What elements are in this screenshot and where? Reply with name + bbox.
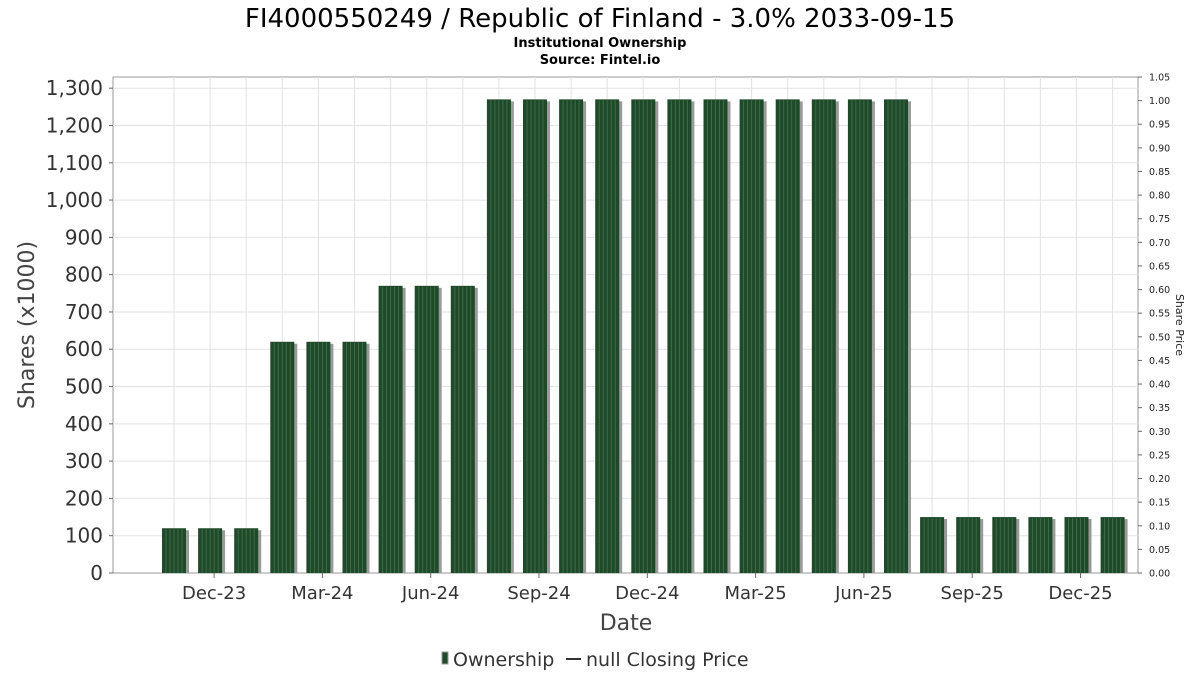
- x-tick-label: Mar-25: [724, 583, 786, 604]
- bar: [595, 99, 623, 573]
- y-tick-label: 900: [65, 225, 103, 249]
- chart-source: Source: Fintel.io: [540, 53, 661, 68]
- right-tick-label: 0.45: [1149, 356, 1170, 367]
- bar: [306, 341, 334, 573]
- right-tick-label: 0.85: [1149, 167, 1170, 178]
- x-tick-label: Sep-24: [507, 583, 570, 604]
- x-tick-label: Jun-24: [401, 583, 460, 604]
- right-tick-label: 0.90: [1149, 143, 1170, 154]
- bar: [631, 99, 659, 573]
- x-axis-ticks: Dec-23 Mar-24 Jun-24 Sep-24 Dec-24 Mar-25 Jun-…: [182, 573, 1113, 604]
- right-tick-label: 0.70: [1149, 238, 1170, 249]
- right-tick-label: 0.65: [1149, 261, 1170, 272]
- legend-swatch-ownership: [441, 651, 449, 665]
- right-tick-label: 0.15: [1149, 498, 1170, 509]
- bar: [342, 341, 370, 573]
- y-tick-label: 800: [65, 263, 103, 287]
- right-tick-label: 0.25: [1149, 450, 1170, 461]
- bar: [523, 99, 550, 573]
- y-tick-label: 1,200: [46, 113, 103, 137]
- x-tick-label: Dec-24: [615, 583, 679, 604]
- y-tick-label: 300: [65, 449, 103, 473]
- bar: [920, 517, 948, 573]
- x-tick-label: Dec-23: [182, 583, 246, 604]
- legend-label-price: null Closing Price: [586, 649, 749, 671]
- bar: [739, 99, 767, 573]
- bar: [884, 99, 911, 573]
- right-tick-label: 0.55: [1149, 309, 1170, 320]
- right-tick-label: 0.50: [1149, 332, 1170, 343]
- right-tick-label: 1.00: [1149, 96, 1170, 107]
- bar: [270, 341, 298, 573]
- right-tick-label: 1.05: [1149, 73, 1170, 84]
- bar: [1064, 517, 1092, 573]
- right-tick-label: 0.20: [1149, 474, 1170, 485]
- right-tick-label: 0.00: [1149, 569, 1170, 580]
- y-axis-label: Shares (x1000): [15, 241, 40, 409]
- bar: [378, 285, 406, 573]
- right-tick-label: 0.30: [1149, 427, 1170, 438]
- bar: [414, 285, 442, 573]
- bar: [956, 517, 984, 573]
- bar: [992, 517, 1020, 573]
- right-tick-label: 0.60: [1149, 285, 1170, 296]
- bars: [162, 99, 1128, 573]
- right-tick-label: 0.10: [1149, 521, 1170, 532]
- right-tick-label: 0.75: [1149, 214, 1170, 225]
- y-tick-label: 600: [65, 337, 103, 361]
- bar: [234, 528, 262, 573]
- x-tick-label: Sep-25: [941, 583, 1004, 604]
- x-tick-label: Dec-25: [1048, 583, 1112, 604]
- bar: [450, 285, 478, 573]
- right-axis-ticks: 0.00 0.05 0.10 0.15 0.20 0.25 0.30 0.35 0.40 0.45…: [1138, 73, 1170, 580]
- chart-subtitle: Institutional Ownership: [514, 36, 687, 51]
- bar: [198, 528, 226, 573]
- bar: [1028, 517, 1056, 573]
- y-tick-label: 400: [65, 412, 103, 436]
- x-tick-label: Mar-24: [291, 583, 353, 604]
- right-tick-label: 0.80: [1149, 191, 1170, 202]
- right-tick-label: 0.05: [1149, 545, 1170, 556]
- chart-title: FI4000550249 / Republic of Finland - 3.0…: [245, 4, 955, 34]
- bar: [1100, 517, 1128, 573]
- y-tick-label: 1,300: [46, 76, 103, 100]
- right-tick-label: 0.95: [1149, 120, 1170, 131]
- legend: Ownership null Closing Price: [441, 649, 749, 671]
- y-tick-label: 0: [90, 561, 103, 585]
- right-tick-label: 0.40: [1149, 380, 1170, 391]
- y-tick-label: 200: [65, 486, 103, 510]
- y-tick-label: 1,000: [46, 188, 103, 212]
- bar: [847, 99, 875, 573]
- y-tick-label: 100: [65, 524, 103, 548]
- right-tick-label: 0.35: [1149, 403, 1170, 414]
- y-axis-ticks: 0 100 200 300 400 500 600 700 800 900 1,000 1,100 1,…: [46, 76, 113, 585]
- y-tick-label: 700: [65, 300, 103, 324]
- bar: [667, 99, 695, 573]
- bar: [775, 99, 803, 573]
- bar: [559, 99, 587, 573]
- bar: [162, 528, 189, 573]
- bar: [703, 99, 731, 573]
- bar: [811, 99, 839, 573]
- right-axis-label: Share Price: [1173, 294, 1186, 356]
- bar: [486, 99, 514, 573]
- x-axis-label: Date: [600, 611, 653, 636]
- y-tick-label: 500: [65, 375, 103, 399]
- x-tick-label: Jun-25: [834, 583, 893, 604]
- legend-label-ownership: Ownership: [453, 649, 554, 671]
- y-tick-label: 1,100: [46, 151, 103, 175]
